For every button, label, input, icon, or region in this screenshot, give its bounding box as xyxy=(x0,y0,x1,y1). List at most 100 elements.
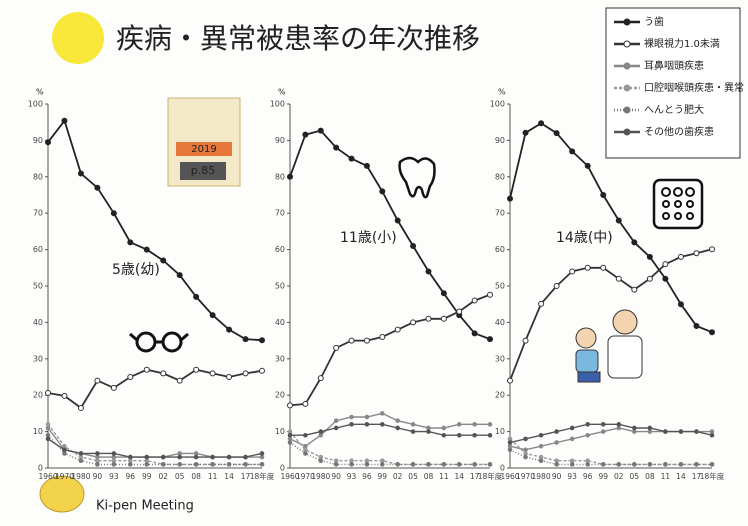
series-point xyxy=(569,462,575,467)
series-point xyxy=(193,454,199,460)
legend-marker xyxy=(623,18,631,26)
series-point xyxy=(333,462,339,467)
series-point xyxy=(507,436,513,442)
series-point xyxy=(259,337,265,344)
series-point xyxy=(569,458,575,464)
series-point xyxy=(538,454,544,460)
series-point xyxy=(410,462,416,467)
legend-marker xyxy=(623,106,631,114)
series-point xyxy=(317,375,324,382)
series-point xyxy=(226,454,232,460)
series-point xyxy=(647,425,653,431)
series-point xyxy=(110,210,117,217)
series-point xyxy=(441,432,447,438)
series-point xyxy=(631,239,638,246)
y-tick-label: 60 xyxy=(495,245,505,254)
y-unit: % xyxy=(278,88,286,97)
series-point xyxy=(94,377,101,384)
series-point xyxy=(584,264,591,271)
series-point xyxy=(176,377,183,384)
x-tick-label: 1980 xyxy=(311,472,330,481)
series-point xyxy=(616,425,622,431)
x-tick-label: 99 xyxy=(598,472,608,481)
series-point xyxy=(440,290,447,297)
series-point xyxy=(554,440,559,445)
series-point xyxy=(426,462,431,467)
x-tick-label: 1960 xyxy=(38,472,57,481)
series-point xyxy=(160,257,167,264)
series-point xyxy=(78,458,84,464)
series-point xyxy=(379,188,386,195)
y-tick-label: 10 xyxy=(275,427,285,436)
series-point xyxy=(472,462,477,467)
series-point xyxy=(78,454,84,460)
x-tick-label: 14 xyxy=(676,472,686,481)
series-point xyxy=(487,432,493,438)
x-tick-label: 1970 xyxy=(296,472,315,481)
series-point xyxy=(425,315,432,322)
x-tick-label: 93 xyxy=(567,472,577,481)
x-tick-label: 99 xyxy=(378,472,388,481)
series-point xyxy=(554,458,559,464)
series-point xyxy=(554,462,559,467)
series-line xyxy=(47,423,262,466)
legend-label: その他の歯疾患 xyxy=(644,125,714,138)
x-tick-label: 17 xyxy=(692,472,702,481)
series-point xyxy=(632,425,637,431)
series-point xyxy=(226,374,233,380)
series-point xyxy=(456,462,462,467)
series-point xyxy=(394,326,401,333)
series-line xyxy=(509,438,712,466)
series-point xyxy=(600,422,606,427)
series-point xyxy=(193,366,200,373)
x-tick-label: 90 xyxy=(552,472,562,481)
series-point xyxy=(380,422,385,427)
series-point xyxy=(538,120,545,127)
series-point xyxy=(287,402,293,409)
series-point xyxy=(318,432,324,438)
series-point xyxy=(441,425,447,431)
series-point xyxy=(349,414,354,420)
series-point xyxy=(487,336,493,343)
x-tick-label: 14 xyxy=(454,472,464,481)
series-point xyxy=(507,443,513,449)
legend-marker xyxy=(623,40,631,48)
series-point xyxy=(523,436,528,442)
x-tick-label: 96 xyxy=(583,472,593,481)
series-point xyxy=(600,462,606,467)
series-point xyxy=(380,458,385,464)
series-point xyxy=(45,436,51,442)
series-point xyxy=(569,425,575,431)
series-point xyxy=(333,458,339,464)
x-tick-label: 02 xyxy=(158,472,168,481)
series-point xyxy=(78,451,84,456)
series-point xyxy=(395,462,400,467)
series-point xyxy=(487,462,493,467)
series-point xyxy=(523,451,528,456)
series-point xyxy=(585,458,590,464)
doctor-illustration xyxy=(575,309,643,383)
footer-text: Ki-pen Meeting xyxy=(96,499,194,514)
series-point xyxy=(426,429,431,434)
series-point xyxy=(333,344,340,351)
series-point xyxy=(693,250,700,257)
series-point xyxy=(677,301,684,308)
series-point xyxy=(569,148,576,155)
series-point xyxy=(128,454,133,460)
series-point xyxy=(647,429,653,434)
footer-logo: Ki-pen Meeting xyxy=(39,475,194,514)
x-tick-label: 02 xyxy=(393,472,403,481)
series-point xyxy=(678,429,684,434)
x-tick-label: 1980 xyxy=(71,472,90,481)
series-point xyxy=(61,117,68,124)
series-point xyxy=(663,462,668,467)
series-point xyxy=(380,411,385,416)
series-point xyxy=(616,422,622,427)
series-point xyxy=(410,242,417,249)
y-tick-label: 40 xyxy=(495,318,505,327)
y-tick-label: 80 xyxy=(495,172,505,181)
series-point xyxy=(127,239,134,246)
series-point xyxy=(363,337,370,344)
series-point xyxy=(95,458,100,464)
